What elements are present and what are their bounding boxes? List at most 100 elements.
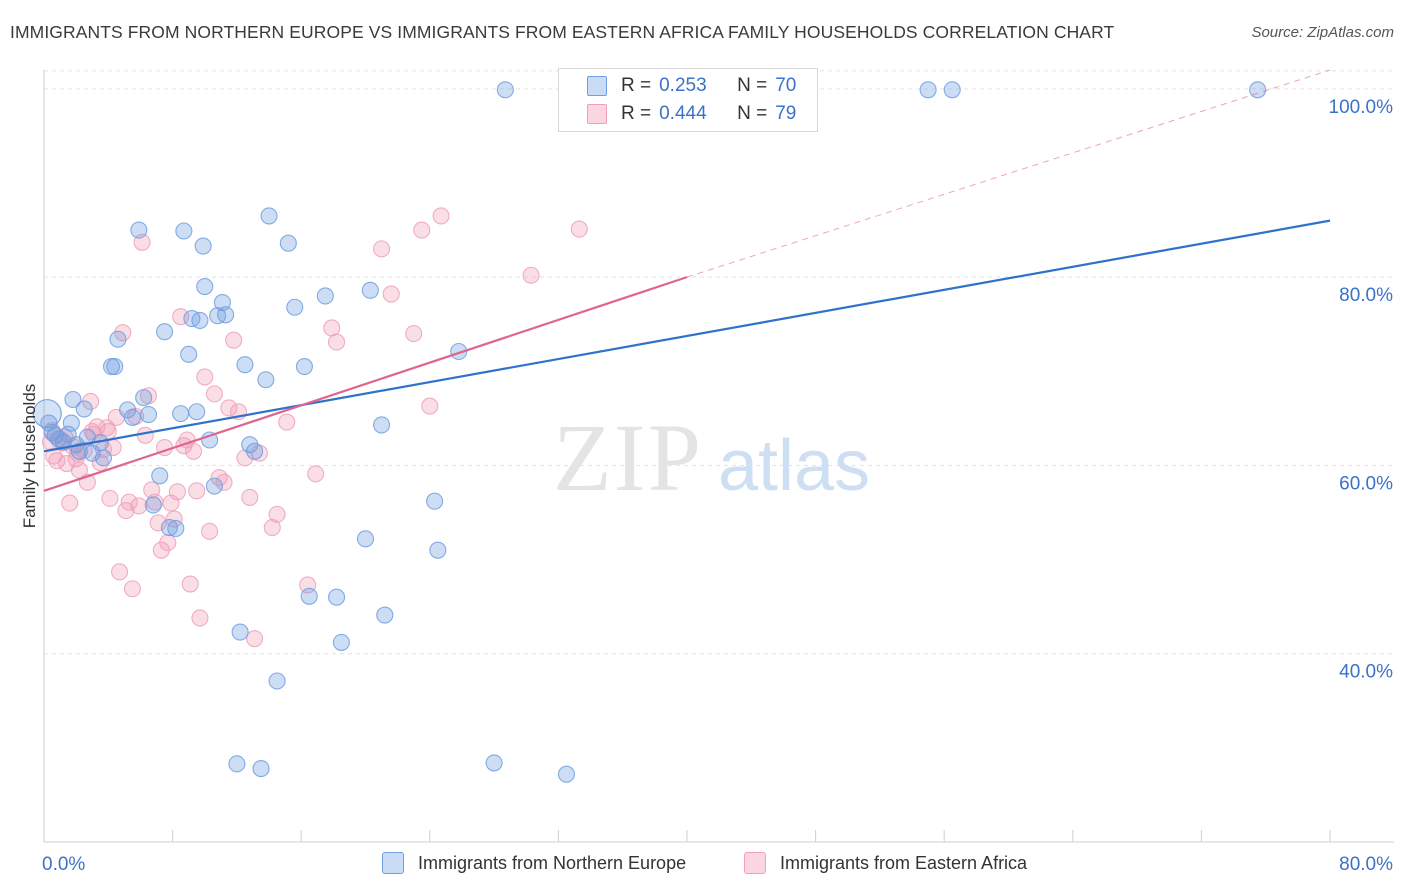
trend-line-eastern-africa-extension bbox=[686, 69, 1331, 278]
data-point bbox=[570, 220, 588, 238]
data-point bbox=[139, 406, 158, 424]
data-point bbox=[228, 755, 246, 773]
legend-swatch-pink bbox=[587, 104, 607, 124]
data-point bbox=[106, 358, 124, 376]
data-point bbox=[201, 522, 219, 540]
data-point bbox=[300, 587, 318, 605]
data-point bbox=[151, 467, 169, 485]
data-point bbox=[252, 760, 270, 778]
data-point bbox=[136, 426, 154, 444]
data-point bbox=[413, 221, 431, 239]
data-point bbox=[405, 325, 423, 343]
data-point bbox=[215, 473, 233, 491]
data-point bbox=[328, 588, 346, 606]
data-point bbox=[78, 428, 96, 446]
data-point bbox=[268, 505, 286, 523]
y-tick-label: 60.0% bbox=[1339, 473, 1393, 494]
data-point bbox=[123, 580, 141, 598]
x-tick-label: 0.0% bbox=[42, 854, 85, 875]
data-point bbox=[181, 575, 199, 593]
data-point bbox=[205, 385, 223, 403]
watermark-zip: ZIP bbox=[553, 404, 703, 511]
legend-swatch-eastern-africa bbox=[744, 852, 766, 874]
data-point bbox=[373, 416, 391, 434]
data-point bbox=[111, 563, 129, 581]
data-point bbox=[450, 342, 468, 361]
data-point bbox=[188, 482, 206, 500]
data-point bbox=[332, 633, 350, 651]
data-point bbox=[557, 765, 575, 783]
data-point bbox=[156, 323, 174, 341]
data-point bbox=[130, 221, 148, 239]
trend-line-northern-europe bbox=[43, 219, 1331, 453]
data-point bbox=[316, 287, 334, 305]
legend-n-value: 70 bbox=[775, 75, 797, 96]
data-point bbox=[61, 494, 79, 512]
legend-item-northern-europe[interactable]: Immigrants from Northern Europe bbox=[382, 852, 686, 874]
data-point bbox=[376, 606, 394, 624]
data-point bbox=[64, 390, 82, 409]
data-point bbox=[522, 266, 540, 284]
series-eastern-africa bbox=[41, 207, 588, 648]
data-point bbox=[205, 477, 223, 495]
legend-n-label: N = bbox=[737, 75, 768, 96]
data-point bbox=[263, 519, 281, 537]
data-point bbox=[220, 399, 238, 417]
data-point bbox=[135, 389, 153, 407]
y-tick-label: 100.0% bbox=[1329, 97, 1394, 118]
data-point bbox=[236, 356, 254, 374]
data-point bbox=[217, 306, 235, 324]
y-tick-label: 40.0% bbox=[1339, 662, 1393, 683]
legend-label-northern-europe: Immigrants from Northern Europe bbox=[418, 852, 687, 873]
data-point bbox=[94, 449, 113, 467]
data-point bbox=[278, 413, 296, 431]
legend-label-eastern-africa: Immigrants from Eastern Africa bbox=[780, 852, 1028, 873]
legend-r-label: R = bbox=[621, 75, 652, 96]
data-point bbox=[75, 400, 93, 418]
data-point bbox=[196, 368, 214, 386]
data-point bbox=[382, 285, 400, 303]
data-point bbox=[196, 277, 214, 296]
source-credit: Source: ZipAtlas.com bbox=[1251, 24, 1394, 41]
data-point bbox=[496, 81, 514, 99]
series-legend: Immigrants from Northern Europe Immigran… bbox=[0, 852, 1406, 878]
legend-swatch-northern-europe bbox=[382, 852, 404, 874]
series-northern-europe bbox=[32, 81, 1267, 783]
data-point bbox=[180, 345, 198, 363]
data-point bbox=[246, 442, 264, 460]
y-axis-label: Family Households bbox=[20, 383, 39, 529]
data-point bbox=[231, 623, 249, 641]
legend-item-eastern-africa[interactable]: Immigrants from Eastern Africa bbox=[744, 852, 1027, 874]
data-point bbox=[70, 442, 88, 460]
data-point bbox=[175, 222, 193, 240]
data-point bbox=[485, 754, 503, 772]
data-point bbox=[160, 519, 178, 537]
data-point bbox=[295, 358, 313, 376]
legend-n-label: N = bbox=[737, 103, 768, 124]
data-point bbox=[246, 630, 264, 648]
data-point bbox=[167, 519, 185, 538]
legend-n-value: 79 bbox=[775, 103, 797, 124]
x-tick-label: 80.0% bbox=[1339, 854, 1393, 875]
legend-r-value: 0.444 bbox=[659, 103, 707, 124]
y-tick-label: 80.0% bbox=[1339, 285, 1393, 306]
axes bbox=[43, 70, 1394, 843]
watermark-atlas: atlas bbox=[718, 426, 870, 506]
data-point bbox=[429, 541, 447, 559]
data-point bbox=[373, 240, 391, 258]
data-point bbox=[191, 311, 209, 329]
trend-line-eastern-africa bbox=[43, 276, 688, 492]
data-point bbox=[328, 333, 346, 351]
data-point bbox=[45, 447, 63, 465]
data-point bbox=[120, 493, 138, 511]
data-point bbox=[62, 414, 80, 432]
data-point bbox=[260, 207, 278, 225]
data-point bbox=[175, 437, 193, 455]
data-point bbox=[210, 469, 228, 487]
data-point bbox=[943, 81, 961, 99]
data-point bbox=[191, 609, 209, 627]
correlation-legend: R = 0.253 N = 70 R = 0.444 N = 79 bbox=[558, 68, 818, 132]
tick-labels: 40.0% 60.0% 80.0% 100.0% 0.0% 80.0% bbox=[42, 97, 1393, 875]
data-point bbox=[1249, 81, 1267, 99]
